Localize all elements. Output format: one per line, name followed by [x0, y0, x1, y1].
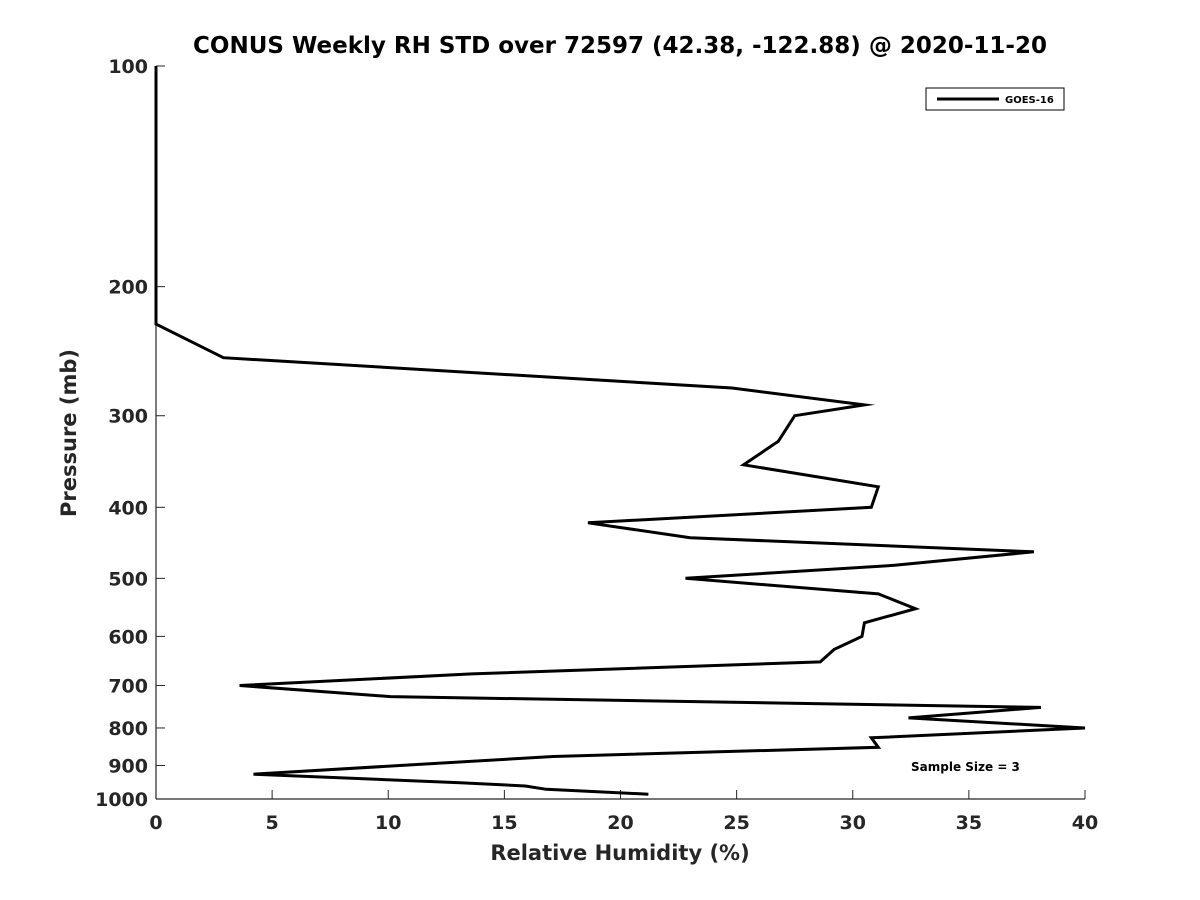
y-axis-ticks: 100 200 300 400 500 600 700 800 900 1000 — [95, 56, 165, 811]
x-tick-label: 10 — [375, 812, 401, 834]
x-tick-label: 15 — [491, 812, 517, 834]
x-axis-ticks: 0 5 10 15 20 25 30 35 40 — [149, 790, 1098, 834]
x-tick-label: 5 — [266, 812, 279, 834]
x-tick-label: 40 — [1072, 812, 1098, 834]
x-tick-label: 30 — [840, 812, 866, 834]
y-tick-label: 100 — [108, 56, 148, 78]
y-tick-label: 1000 — [95, 789, 148, 811]
x-tick-label: 35 — [956, 812, 982, 834]
x-axis-label: Relative Humidity (%) — [490, 841, 749, 865]
series-line-goes-16 — [154, 66, 1086, 796]
x-tick-label: 0 — [149, 812, 162, 834]
series-layer — [154, 66, 1086, 796]
legend-label-goes-16: GOES-16 — [1005, 95, 1054, 106]
y-tick-label: 600 — [108, 626, 148, 648]
y-tick-label: 400 — [108, 497, 148, 519]
x-tick-label: 20 — [607, 812, 633, 834]
y-tick-label: 200 — [108, 277, 148, 299]
y-tick-label: 700 — [108, 675, 148, 697]
y-tick-label: 300 — [108, 406, 148, 428]
sample-size-annotation: Sample Size = 3 — [911, 760, 1020, 774]
y-axis-label: Pressure (mb) — [57, 349, 81, 517]
legend: GOES-16 — [925, 87, 1065, 111]
chart-title: CONUS Weekly RH STD over 72597 (42.38, -… — [193, 33, 1047, 59]
y-tick-label: 500 — [108, 568, 148, 590]
y-tick-label: 900 — [108, 755, 148, 777]
x-tick-label: 25 — [723, 812, 749, 834]
y-tick-label: 800 — [108, 718, 148, 740]
